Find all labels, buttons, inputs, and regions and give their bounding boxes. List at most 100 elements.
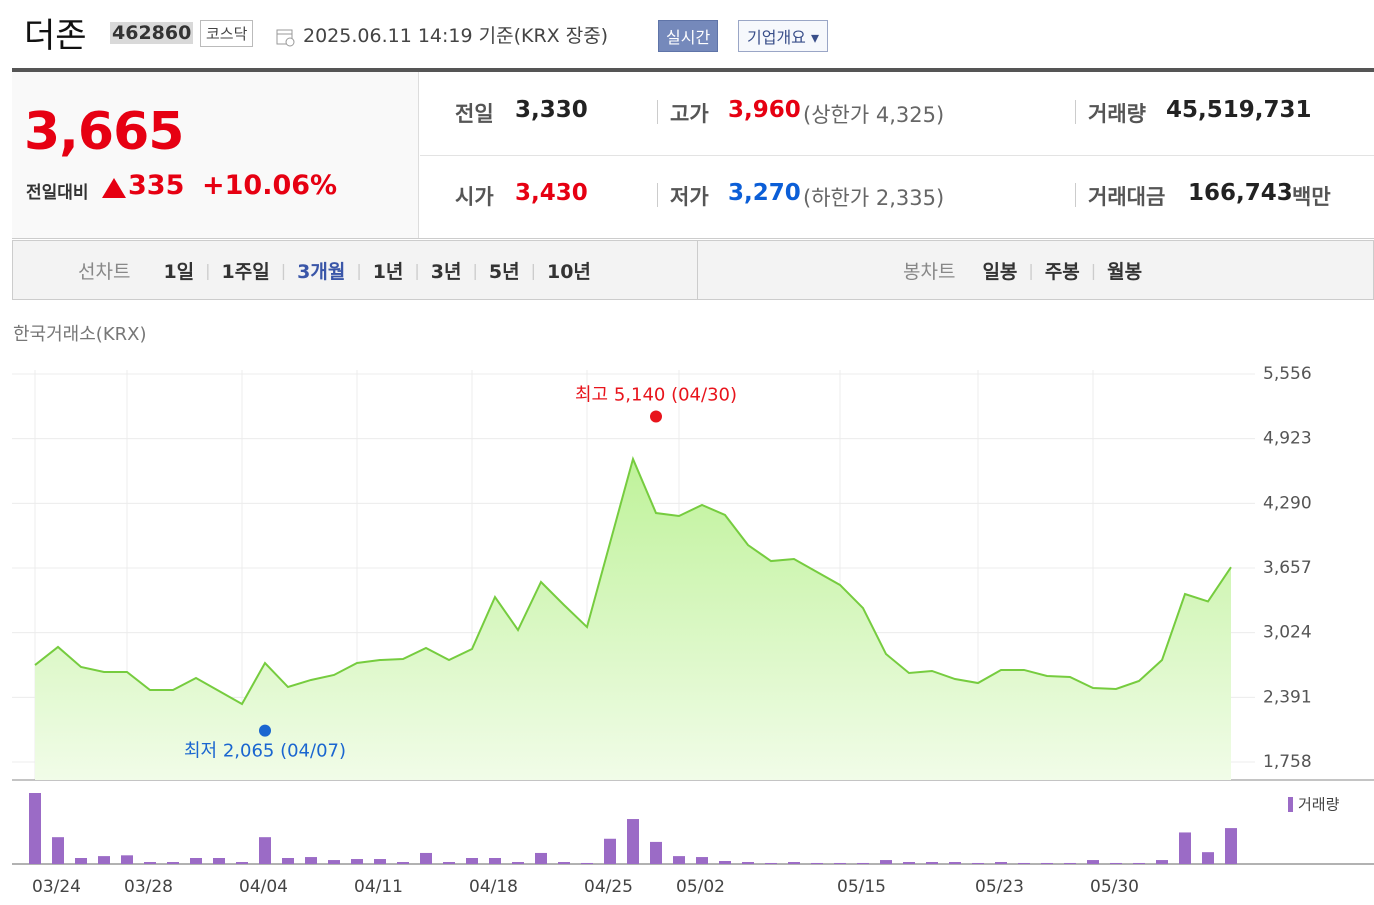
volume-bar [236,862,248,864]
period-tab[interactable]: 1주일 [221,261,270,283]
volume-bar [512,862,524,864]
volume-bar [719,861,731,864]
volume-bar [1156,860,1168,864]
tab-separator: | [280,261,287,280]
quote-unit: 백만 [1292,185,1331,209]
calendar-icon [276,29,295,47]
tab-separator: | [1028,261,1034,280]
company-button-label: 기업개요 [747,28,806,47]
period-tab[interactable]: 3개월 [297,261,346,283]
quote-value: 3,430 [515,180,588,206]
data-source: 한국거래소(KRX) [13,324,147,345]
volume-bar [1225,828,1237,864]
realtime-button[interactable]: 실시간 [658,20,719,52]
volume-bar [190,858,202,864]
separator [657,183,658,207]
quote-limit: (하한가 2,335) [803,186,945,210]
volume-bar [903,862,915,864]
up-arrow [102,178,126,198]
period-tab[interactable]: 월봉 [1107,261,1143,283]
x-tick-label: 03/28 [124,877,173,897]
y-tick-label: 3,657 [1263,558,1312,578]
candle-chart-tabs: 봉차트 일봉 | 주봉 | 월봉 [903,257,1142,284]
y-tick-label: 3,024 [1263,623,1312,643]
stock-name: 더존 [24,16,87,56]
quote-label: 저가 [670,185,709,209]
current-price: 3,665 [24,102,184,162]
row-divider [420,155,1374,156]
tab-separator: | [530,261,536,280]
x-tick-label: 04/11 [354,877,403,897]
volume-bar [443,862,455,864]
stock-code: 462860 [110,22,194,44]
tab-separator: | [205,261,211,280]
quote-limit: (상한가 4,325) [803,103,945,127]
volume-bar [880,860,892,864]
price-line [34,455,1232,706]
volume-bar [213,858,225,864]
company-button[interactable]: 기업개요 ▾ [738,20,829,52]
volume-bar [857,862,869,864]
x-tick-label: 05/02 [676,877,725,897]
x-tick-label: 05/23 [975,877,1024,897]
volume-bar [1202,852,1214,864]
legend-swatch [1288,797,1293,812]
volume-bar [650,841,662,864]
period-tabs [12,240,1374,300]
y-tick-label: 1,758 [1263,752,1312,772]
annotation-marker [650,410,662,423]
change-label: 전일대비 [26,183,89,203]
x-tick-label: 05/30 [1090,877,1139,897]
period-tab[interactable]: 5년 [488,261,520,283]
volume-bar [995,862,1007,864]
volume-bar [29,793,41,864]
tab-divider [697,240,698,300]
separator [1075,100,1076,124]
top-bar [12,68,1374,72]
volume-bar [305,857,317,864]
volume-bar [604,838,616,864]
period-tab[interactable]: 1일 [163,261,195,283]
tab-group-label: 봉차트 [903,261,956,283]
period-tab[interactable]: 1년 [372,261,404,283]
volume-bar [328,860,340,864]
volume-bar [1087,860,1099,864]
x-tick-label: 03/24 [32,877,81,897]
tab-group-label: 선차트 [78,261,131,283]
period-tab[interactable]: 주봉 [1044,261,1080,283]
volume-bar [1041,862,1053,864]
annotation-label: 최고 5,140 (04/30) [575,384,737,405]
y-tick-label: 4,923 [1263,429,1312,449]
tab-separator: | [414,261,420,280]
quote-label: 전일 [455,102,494,126]
period-tab[interactable]: 3년 [430,261,462,283]
quote-label: 거래량 [1088,102,1146,126]
quote-value: 3,330 [515,97,588,123]
volume-bar [558,862,570,864]
volume-bar [282,858,294,864]
x-tick-label: 04/18 [469,877,518,897]
timestamp: 2025.06.11 14:19 기준(KRX 장중) [303,25,609,47]
volume-bar [121,855,133,864]
legend-label: 거래량 [1298,796,1340,814]
area-fill [35,458,1231,780]
change-rate: +10.06% [202,170,338,201]
volume-bar [144,862,156,864]
volume-bar [1133,862,1145,864]
quote-label: 시가 [455,185,494,209]
line-chart-tabs: 선차트 1일 | 1주일 | 3개월 | 1년 | 3년 | 5년 | 10년 [78,257,591,284]
y-tick-label: 4,290 [1263,493,1312,513]
period-tab[interactable]: 일봉 [982,261,1018,283]
volume-bar [489,858,501,864]
volume-bar [167,862,179,864]
volume-bar [466,858,478,864]
summary-box [12,72,419,238]
volume-bar [834,862,846,864]
volume-bar [420,852,432,864]
period-tab[interactable]: 10년 [546,261,591,283]
y-tick-label: 2,391 [1263,687,1312,707]
x-tick-label: 04/25 [584,877,633,897]
volume-bar [765,862,777,864]
volume-bar [972,862,984,864]
volume-bar [1064,862,1076,864]
